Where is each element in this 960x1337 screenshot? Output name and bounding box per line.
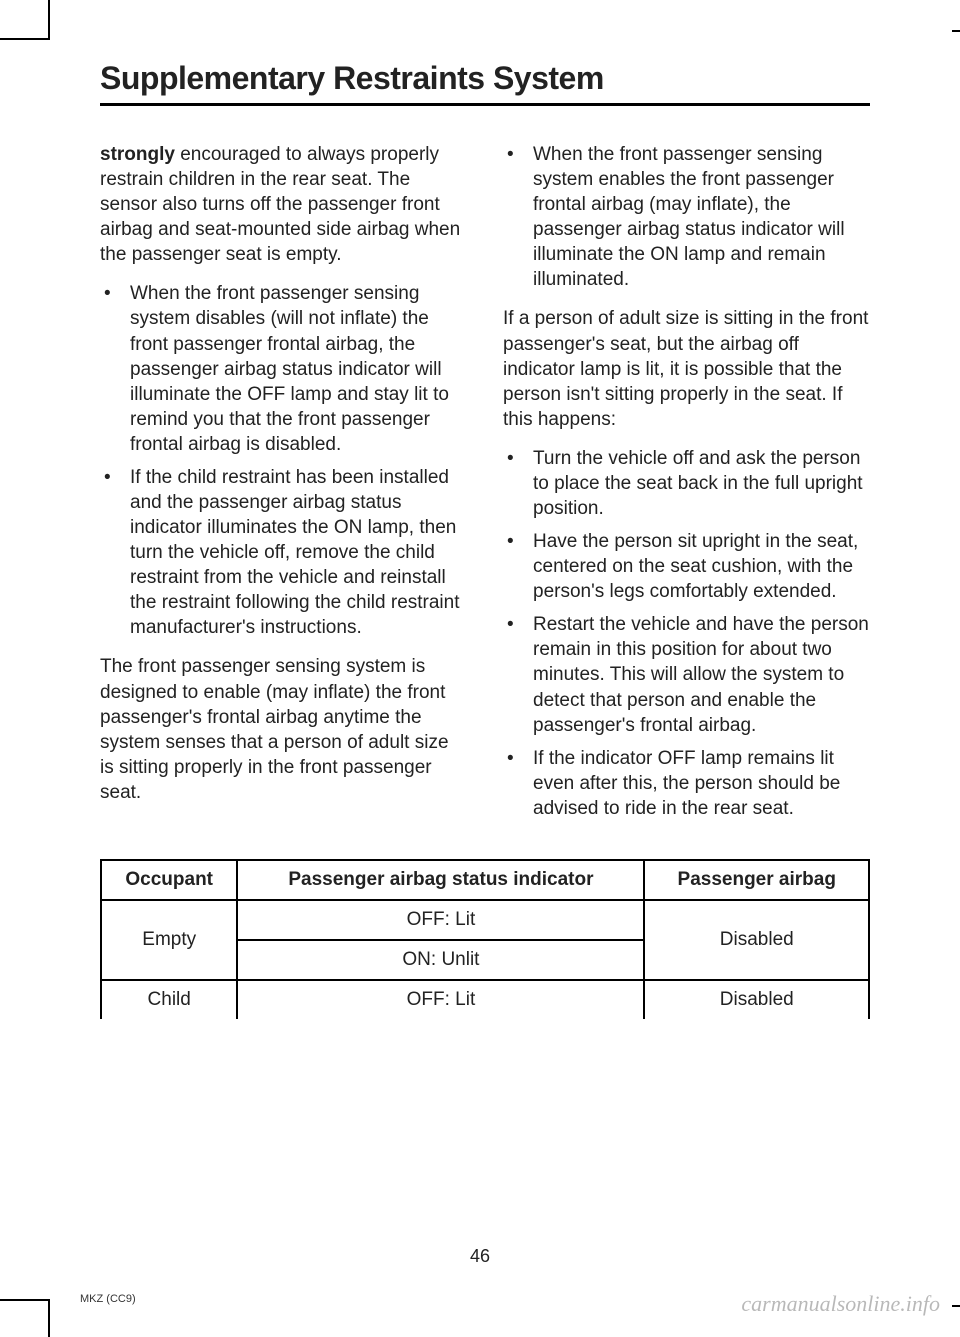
watermark-text: carmanualsonline.info <box>741 1291 940 1317</box>
right-bullet-list-b: Turn the vehicle off and ask the person … <box>503 446 870 821</box>
cell-airbag-disabled-child: Disabled <box>644 980 869 1019</box>
crop-tick-bottom-right <box>952 1305 960 1307</box>
left-paragraph-2: The front passenger sensing system is de… <box>100 654 467 804</box>
crop-tick-top-right <box>952 30 960 32</box>
right-column: When the front passenger sensing system … <box>503 142 870 835</box>
list-item: Have the person sit upright in the seat,… <box>503 529 870 604</box>
airbag-status-table: Occupant Passenger airbag status indicat… <box>100 859 870 1019</box>
cell-occupant-empty: Empty <box>101 900 237 980</box>
list-item: When the front passenger sensing system … <box>503 142 870 292</box>
crop-mark-top-left <box>0 0 50 40</box>
table-header-occupant: Occupant <box>101 860 237 900</box>
list-item: Restart the vehicle and have the person … <box>503 612 870 737</box>
crop-mark-bottom-left <box>0 1299 50 1337</box>
page-header: Supplementary Restraints System <box>100 60 870 106</box>
cell-indicator-on: ON: Unlit <box>237 940 644 980</box>
page-number: 46 <box>0 1246 960 1267</box>
table-row: Empty OFF: Lit Disabled <box>101 900 869 940</box>
table-header-airbag: Passenger airbag <box>644 860 869 900</box>
list-item: When the front passenger sensing system … <box>100 281 467 457</box>
footer-model-code: MKZ (CC9) <box>80 1293 136 1305</box>
left-column: strongly encouraged to always properly r… <box>100 142 467 835</box>
list-item: Turn the vehicle off and ask the person … <box>503 446 870 521</box>
table-header-row: Occupant Passenger airbag status indicat… <box>101 860 869 900</box>
right-paragraph-1: If a person of adult size is sitting in … <box>503 306 870 431</box>
page-title: Supplementary Restraints System <box>100 60 870 97</box>
list-item: If the indicator OFF lamp remains lit ev… <box>503 746 870 821</box>
intro-paragraph: strongly encouraged to always properly r… <box>100 142 467 267</box>
list-item: If the child restraint has been installe… <box>100 465 467 641</box>
intro-strong-word: strongly <box>100 144 175 165</box>
cell-occupant-child: Child <box>101 980 237 1019</box>
cell-indicator-off-child: OFF: Lit <box>237 980 644 1019</box>
table-header-indicator: Passenger airbag status indicator <box>237 860 644 900</box>
right-bullet-list-top: When the front passenger sensing system … <box>503 142 870 292</box>
two-column-layout: strongly encouraged to always properly r… <box>100 142 870 835</box>
table-row: Child OFF: Lit Disabled <box>101 980 869 1019</box>
left-bullet-list-a: When the front passenger sensing system … <box>100 281 467 640</box>
cell-indicator-off: OFF: Lit <box>237 900 644 940</box>
page-content: Supplementary Restraints System strongly… <box>0 0 960 1059</box>
cell-airbag-disabled: Disabled <box>644 900 869 980</box>
